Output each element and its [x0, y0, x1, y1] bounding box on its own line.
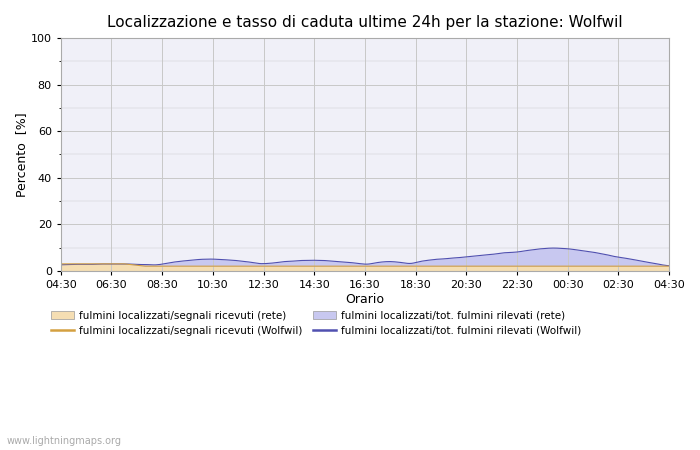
- Text: www.lightningmaps.org: www.lightningmaps.org: [7, 436, 122, 446]
- X-axis label: Orario: Orario: [346, 292, 384, 306]
- Legend: fulmini localizzati/segnali ricevuti (rete), fulmini localizzati/segnali ricevut: fulmini localizzati/segnali ricevuti (re…: [47, 306, 586, 340]
- Y-axis label: Percento  [%]: Percento [%]: [15, 112, 28, 197]
- Title: Localizzazione e tasso di caduta ultime 24h per la stazione: Wolfwil: Localizzazione e tasso di caduta ultime …: [107, 15, 623, 30]
